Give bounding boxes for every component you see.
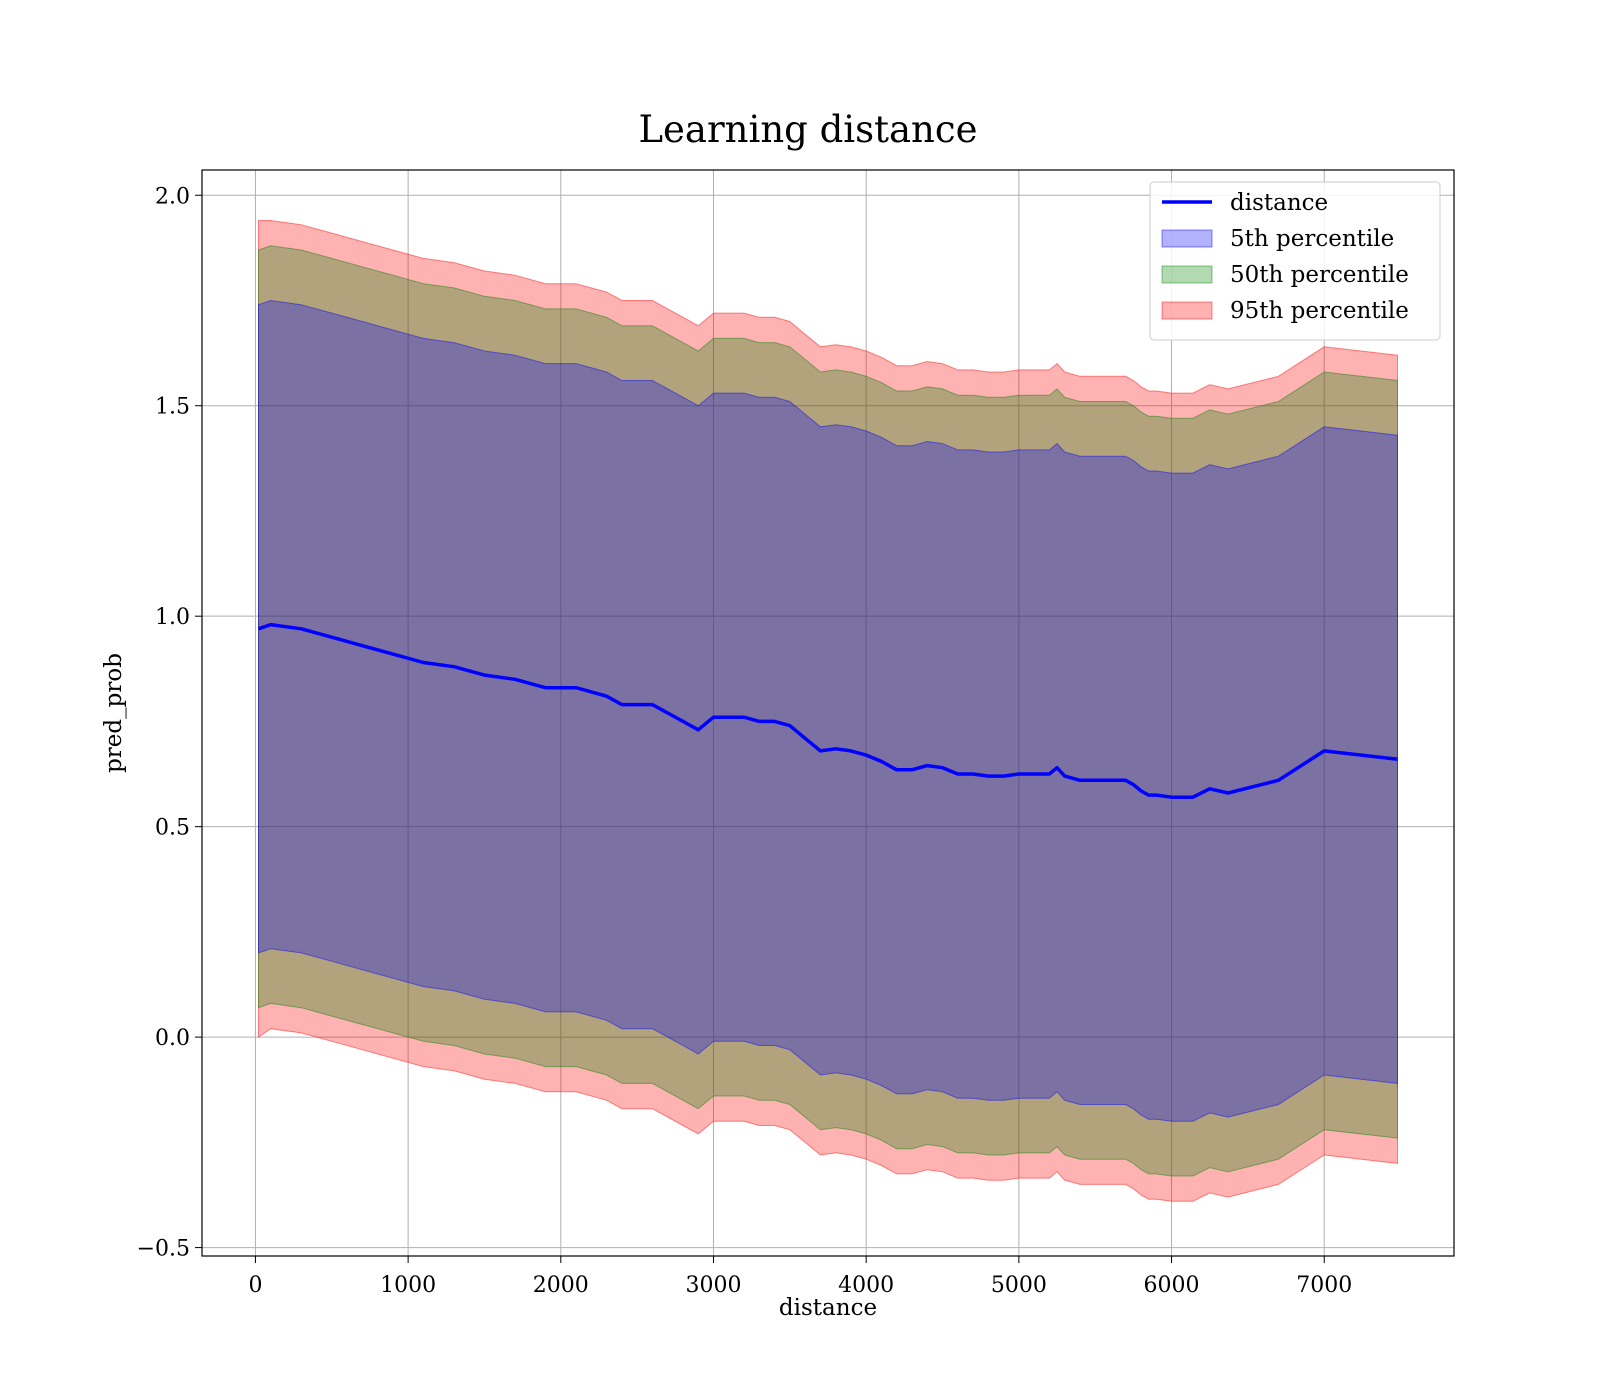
grid-lines — [202, 170, 1454, 1256]
legend: distance 5th percentile 50th percentile 95t… — [1149, 181, 1441, 341]
y-tick-label: 2.0 — [155, 184, 190, 209]
legend-label: distance — [1230, 190, 1328, 216]
y-tick-label: 0.5 — [155, 816, 190, 841]
y-tick-label: 1.0 — [155, 605, 190, 630]
legend-swatch-patch — [1161, 301, 1213, 320]
percentile-bands — [258, 220, 1398, 1202]
legend-label: 5th percentile — [1230, 226, 1394, 252]
x-tick-label: 4000 — [838, 1273, 894, 1298]
x-tick-label: 1000 — [380, 1273, 436, 1298]
x-axis-ticks: 0 1000 2000 3000 4000 5000 6000 7000 — [248, 1256, 1352, 1298]
band-5th-percentile — [258, 299, 1398, 1122]
chart-title: Learning distance — [638, 108, 977, 151]
y-tick-label: 1.5 — [155, 395, 190, 420]
series-line-distance — [257, 622, 1398, 799]
legend-label: 50th percentile — [1230, 262, 1409, 288]
y-axis-label: pred_prob — [101, 653, 127, 773]
x-tick-label: 7000 — [1296, 1273, 1352, 1298]
series-lines — [257, 622, 1398, 799]
x-axis-label: distance — [779, 1295, 877, 1321]
plot-frame — [201, 169, 1455, 1257]
y-axis-ticks: −0.5 0.0 0.5 1.0 1.5 2.0 — [137, 184, 202, 1262]
band-50th-percentile — [258, 245, 1398, 1177]
band-95th-percentile — [258, 220, 1398, 1202]
legend-swatch-patch — [1161, 229, 1213, 248]
x-tick-label: 3000 — [685, 1273, 741, 1298]
x-tick-label: 2000 — [533, 1273, 589, 1298]
y-tick-label: 0.0 — [155, 1026, 190, 1051]
x-tick-label: 6000 — [1144, 1273, 1200, 1298]
legend-box — [1149, 181, 1441, 341]
y-tick-label: −0.5 — [137, 1237, 190, 1262]
x-tick-label: 0 — [248, 1273, 262, 1298]
legend-swatch-patch — [1161, 265, 1213, 284]
legend-label: 95th percentile — [1230, 298, 1409, 324]
x-tick-label: 5000 — [991, 1273, 1047, 1298]
